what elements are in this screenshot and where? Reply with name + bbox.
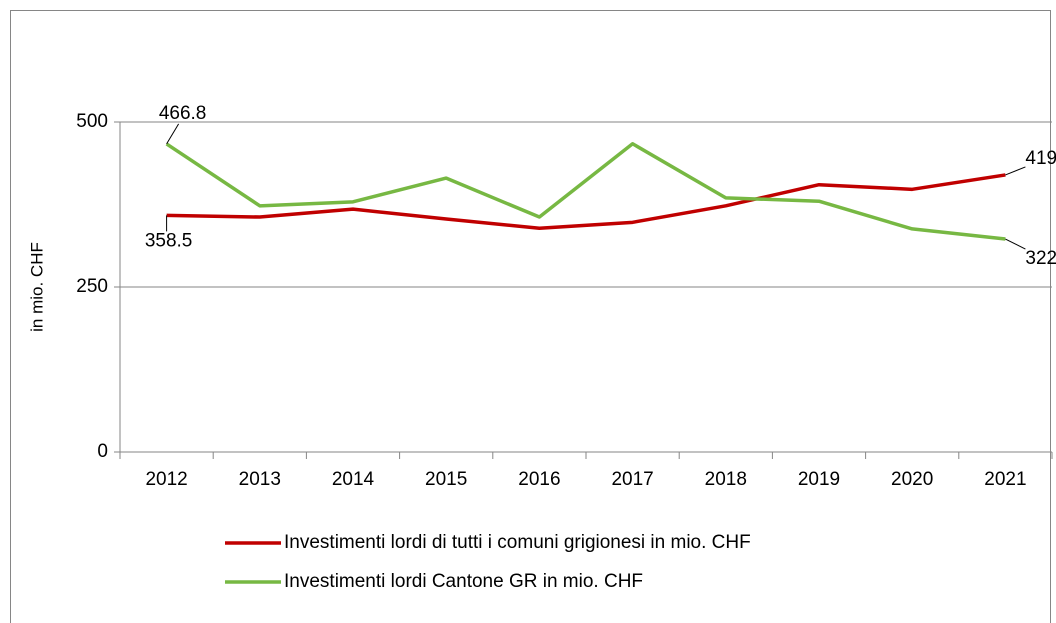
data-label: 419.8 (1025, 148, 1056, 169)
data-label: 358.5 (145, 230, 193, 251)
x-tick-label: 2016 (518, 469, 560, 490)
x-tick-label: 2017 (611, 469, 653, 490)
leader-line (166, 123, 180, 145)
x-tick-label: 2019 (798, 469, 840, 490)
y-tick-label: 250 (76, 276, 108, 297)
chart-border (10, 10, 1051, 623)
x-tick-label: 2021 (984, 469, 1026, 490)
leader-line (1005, 166, 1026, 176)
series-line (166, 173, 1006, 231)
x-tick-label: 2012 (145, 469, 187, 490)
y-tick-label: 500 (76, 111, 108, 132)
data-label: 466.8 (159, 103, 207, 124)
y-tick-label: 0 (97, 441, 108, 462)
x-tick-label: 2018 (705, 469, 747, 490)
x-tick-label: 2015 (425, 469, 467, 490)
series-line (165, 142, 1006, 241)
x-tick-label: 2014 (332, 469, 375, 490)
y-axis-label: in mio. CHF (27, 242, 46, 332)
data-label: 322.7 (1025, 248, 1056, 269)
legend-label: Investimenti lordi di tutti i comuni gri… (284, 532, 751, 553)
leader-line (1005, 238, 1026, 250)
x-tick-label: 2013 (239, 469, 281, 490)
legend-label: Investimenti lordi Cantone GR in mio. CH… (284, 571, 643, 592)
x-tick-label: 2020 (891, 469, 933, 490)
